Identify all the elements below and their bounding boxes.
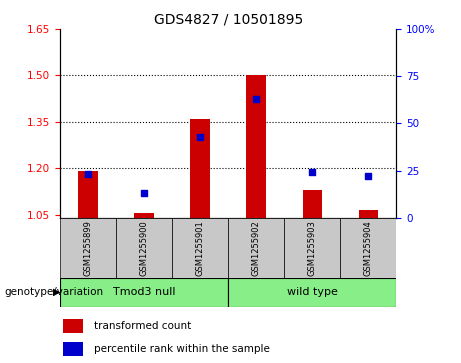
Point (140, 190, 148, 196)
Bar (302, 190, 322, 218)
Bar (340, 218, 396, 278)
Bar (116, 218, 172, 278)
Text: Tmod3 null: Tmod3 null (113, 287, 175, 297)
Text: GSM1255903: GSM1255903 (308, 220, 317, 276)
Text: ▶: ▶ (53, 287, 60, 297)
Text: genotype/variation: genotype/variation (5, 287, 104, 297)
Bar (60, 218, 116, 278)
Bar (247, 76, 266, 218)
Point (253, 96, 260, 102)
Text: GSM1255902: GSM1255902 (252, 220, 261, 276)
Text: GSM1255904: GSM1255904 (364, 220, 373, 276)
Bar (60, 278, 228, 307)
Bar (134, 213, 154, 218)
Point (365, 174, 372, 179)
Text: GSM1255899: GSM1255899 (83, 220, 93, 276)
Point (309, 170, 316, 175)
Bar (190, 119, 210, 218)
Text: wild type: wild type (287, 287, 338, 297)
Bar (284, 218, 340, 278)
Bar (359, 210, 378, 218)
Point (84, 171, 92, 177)
Text: GSM1255900: GSM1255900 (140, 220, 148, 276)
Bar (228, 218, 284, 278)
Bar (172, 218, 228, 278)
Text: transformed count: transformed count (94, 321, 191, 331)
Point (196, 134, 204, 139)
Title: GDS4827 / 10501895: GDS4827 / 10501895 (154, 12, 303, 26)
Bar (228, 278, 396, 307)
Text: GSM1255901: GSM1255901 (195, 220, 205, 276)
Bar (78, 171, 98, 218)
Bar (63, 319, 83, 333)
Text: percentile rank within the sample: percentile rank within the sample (94, 344, 270, 354)
Bar (63, 342, 83, 356)
